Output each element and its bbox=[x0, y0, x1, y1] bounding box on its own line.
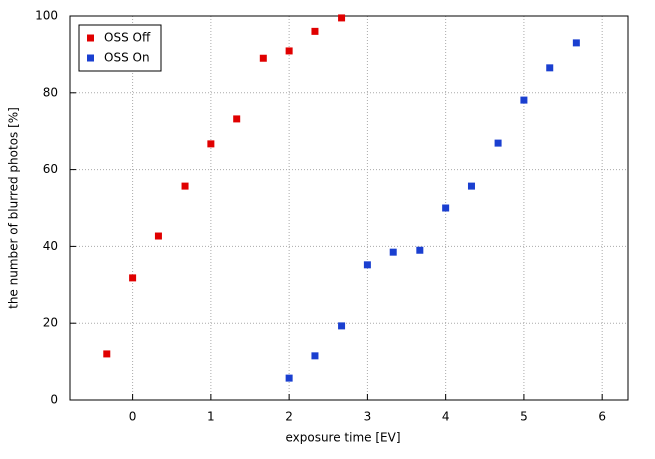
x-tick-label: 0 bbox=[129, 410, 137, 424]
x-tick-label: 4 bbox=[442, 410, 450, 424]
point bbox=[416, 246, 424, 254]
point bbox=[520, 96, 528, 104]
x-tick-label: 5 bbox=[520, 410, 528, 424]
point bbox=[338, 14, 346, 22]
x-axis-label: exposure time [EV] bbox=[285, 431, 400, 445]
point bbox=[311, 352, 319, 360]
point bbox=[546, 64, 554, 72]
plot-frame bbox=[69, 15, 629, 401]
y-tick-label: 0 bbox=[50, 393, 58, 407]
point bbox=[572, 39, 580, 47]
point bbox=[154, 232, 162, 240]
x-tick-label: 6 bbox=[598, 410, 606, 424]
y-tick-label: 40 bbox=[43, 239, 58, 253]
y-axis-label: the number of blurred photos [%] bbox=[7, 107, 21, 309]
point bbox=[311, 27, 319, 35]
y-tick-label: 20 bbox=[43, 316, 58, 330]
point bbox=[338, 322, 346, 330]
y-tick-label: 80 bbox=[43, 85, 58, 99]
point bbox=[467, 182, 475, 190]
point bbox=[233, 115, 241, 123]
point bbox=[285, 47, 293, 55]
point bbox=[363, 261, 371, 269]
legend-box bbox=[78, 24, 162, 72]
legend-label: OSS On bbox=[104, 51, 150, 65]
x-tick-label: 3 bbox=[364, 410, 372, 424]
legend-marker bbox=[87, 54, 94, 62]
y-tick-label: 100 bbox=[35, 9, 58, 23]
legend-label: OSS Off bbox=[104, 31, 151, 45]
point bbox=[129, 274, 137, 282]
y-tick-label: 60 bbox=[43, 162, 58, 176]
point bbox=[494, 139, 502, 147]
point bbox=[181, 182, 189, 190]
point bbox=[389, 248, 397, 256]
legend-marker bbox=[87, 34, 94, 42]
x-tick-label: 1 bbox=[207, 410, 215, 424]
point bbox=[259, 54, 267, 62]
point bbox=[285, 374, 293, 382]
x-tick-label: 2 bbox=[285, 410, 293, 424]
point bbox=[103, 350, 111, 358]
point bbox=[207, 140, 215, 148]
point bbox=[442, 204, 450, 212]
